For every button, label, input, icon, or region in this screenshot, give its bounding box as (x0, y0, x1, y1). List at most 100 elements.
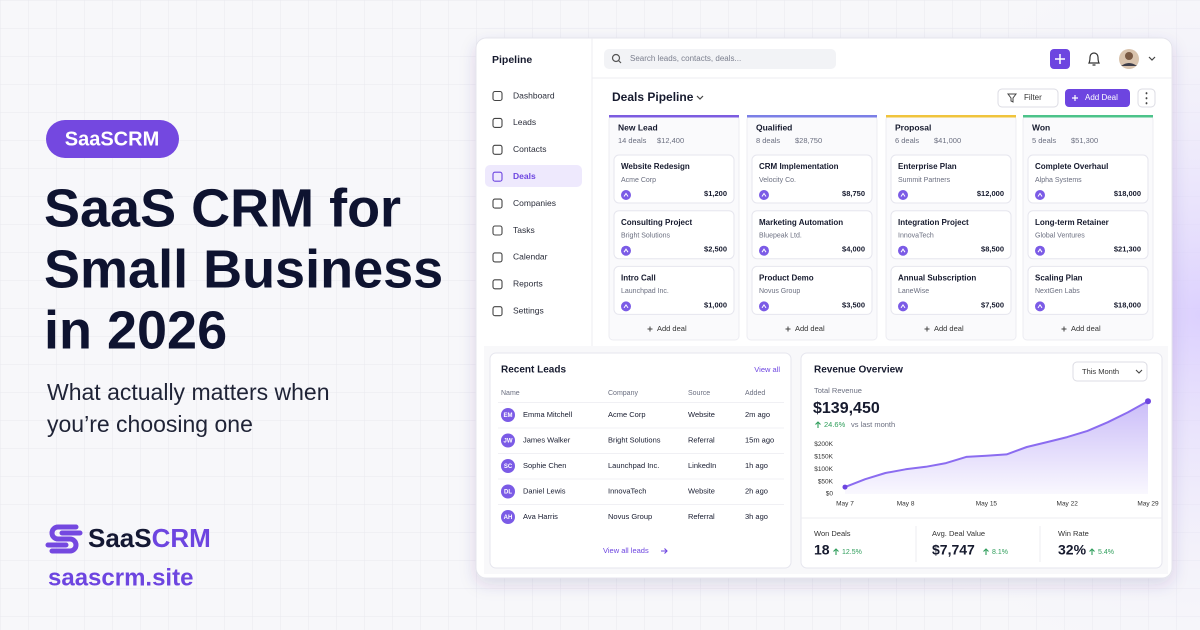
lead-added: 1h ago (745, 461, 768, 470)
view-all-leads[interactable]: View all leads (603, 546, 649, 555)
card-amount: $3,500 (842, 300, 865, 309)
deal-card[interactable] (1027, 265, 1149, 315)
lead-avatar (501, 408, 515, 422)
owner-icon (898, 245, 908, 256)
nav-item[interactable]: Deals (513, 171, 536, 181)
owner-icon-glyph (761, 248, 767, 253)
nav-icon (492, 279, 503, 290)
nav-item[interactable]: Settings (513, 305, 544, 315)
hero-title-line: in 2026 (44, 300, 227, 360)
column-accent (1023, 115, 1153, 118)
nav-icon (492, 252, 503, 263)
owner-icon (759, 245, 769, 256)
card-amount: $7,500 (981, 300, 1004, 309)
column-name: Qualified (756, 122, 792, 132)
card-company: Acme Corp (621, 177, 656, 184)
deal-card[interactable] (751, 265, 873, 315)
add-card-label[interactable]: Add deal (657, 324, 687, 333)
deal-card[interactable] (1027, 154, 1149, 204)
plus-icon (1061, 326, 1067, 332)
lead-initials: DL (504, 490, 512, 496)
owner-icon-glyph (761, 303, 767, 309)
deal-card[interactable] (890, 210, 1012, 260)
table-header: Name (501, 390, 520, 397)
total-label: Total Revenue (814, 386, 862, 395)
card-amount: $1,000 (704, 300, 727, 309)
lead-name: Emma Mitchell (523, 410, 573, 419)
x-tick-label: May 7 (836, 501, 854, 508)
view-all-link[interactable]: View all (754, 365, 780, 374)
x-tick-label: May 29 (1137, 501, 1159, 508)
card-amount: $8,750 (842, 189, 865, 198)
add-deal-button[interactable] (1065, 89, 1130, 107)
deal-card[interactable] (751, 210, 873, 260)
card-title: Annual Subscription (898, 274, 976, 283)
total-change: 24.6% (824, 420, 846, 429)
nav-item[interactable]: Companies (513, 198, 556, 208)
lead-avatar (501, 510, 515, 524)
card-company: Launchpad Inc. (621, 288, 669, 295)
stat-value: $7,747 (932, 542, 975, 558)
nav-icon (492, 306, 503, 317)
deal-card[interactable] (613, 210, 735, 260)
deal-card[interactable] (613, 154, 735, 204)
add-card-label[interactable]: Add deal (1071, 324, 1101, 333)
nav-icon (492, 225, 503, 236)
search-box[interactable] (604, 49, 836, 69)
pipeline-title: Deals Pipeline (612, 90, 694, 104)
lead-company: InnovaTech (608, 486, 646, 495)
lead-source: Referral (688, 435, 715, 444)
card-amount: $2,500 (704, 245, 727, 254)
brand-accent: CRM (152, 523, 211, 553)
period-dropdown[interactable] (1072, 361, 1148, 382)
plus-icon (1072, 95, 1078, 101)
owner-icon (898, 190, 908, 200)
column-count: 8 deals (756, 136, 780, 145)
add-card-label[interactable]: Add deal (795, 324, 825, 333)
owner-icon-glyph (761, 192, 767, 197)
y-tick-label: $0 (826, 491, 834, 498)
stat-label: Won Deals (814, 529, 851, 538)
deal-card[interactable] (890, 154, 1012, 204)
nav-item[interactable]: Calendar (513, 252, 548, 262)
leads-title: Recent Leads (501, 365, 566, 376)
owner-icon (621, 301, 631, 312)
lead-company: Bright Solutions (608, 435, 661, 444)
nav-item[interactable]: Dashboard (513, 90, 555, 100)
y-tick-label: $150K (814, 454, 833, 461)
logo-icon (49, 524, 79, 554)
column-total: $12,400 (657, 136, 684, 145)
bell-icon[interactable] (1088, 52, 1100, 66)
add-card-label[interactable]: Add deal (934, 324, 964, 333)
column-accent (747, 115, 877, 118)
plus-icon (1055, 54, 1065, 64)
start-point (842, 484, 848, 490)
sidebar-title: Pipeline (492, 54, 532, 66)
nav-item[interactable]: Tasks (513, 225, 535, 235)
column-accent (886, 115, 1016, 118)
area (845, 401, 1148, 494)
period-label[interactable]: This Month (1082, 367, 1119, 376)
add-deal-label[interactable]: Add Deal (1085, 93, 1118, 102)
plus-icon (785, 326, 791, 332)
search-placeholder[interactable]: Search leads, contacts, deals... (630, 54, 741, 63)
nav-item[interactable]: Contacts (513, 144, 547, 154)
nav-item[interactable]: Leads (513, 117, 536, 127)
column-count: 14 deals (618, 136, 647, 145)
lead-added: 2m ago (745, 410, 770, 419)
chevron (1135, 369, 1143, 374)
brand: SaaSCRM (88, 523, 211, 553)
deal-card[interactable] (1027, 210, 1149, 260)
deal-card[interactable] (613, 265, 735, 315)
lead-initials: JW (504, 439, 513, 445)
chevron[interactable] (696, 95, 704, 100)
deal-card[interactable] (890, 265, 1012, 315)
lead-initials: AH (504, 515, 513, 521)
hero-title-line: Small Business (44, 239, 443, 299)
card-title: Consulting Project (621, 218, 692, 227)
filter-label[interactable]: Filter (1024, 93, 1042, 102)
deal-card[interactable] (751, 154, 873, 204)
card-amount: $1,200 (704, 189, 727, 198)
nav-item[interactable]: Reports (513, 279, 543, 289)
